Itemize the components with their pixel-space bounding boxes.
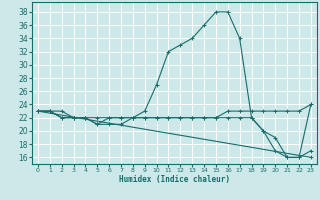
X-axis label: Humidex (Indice chaleur): Humidex (Indice chaleur): [119, 175, 230, 184]
